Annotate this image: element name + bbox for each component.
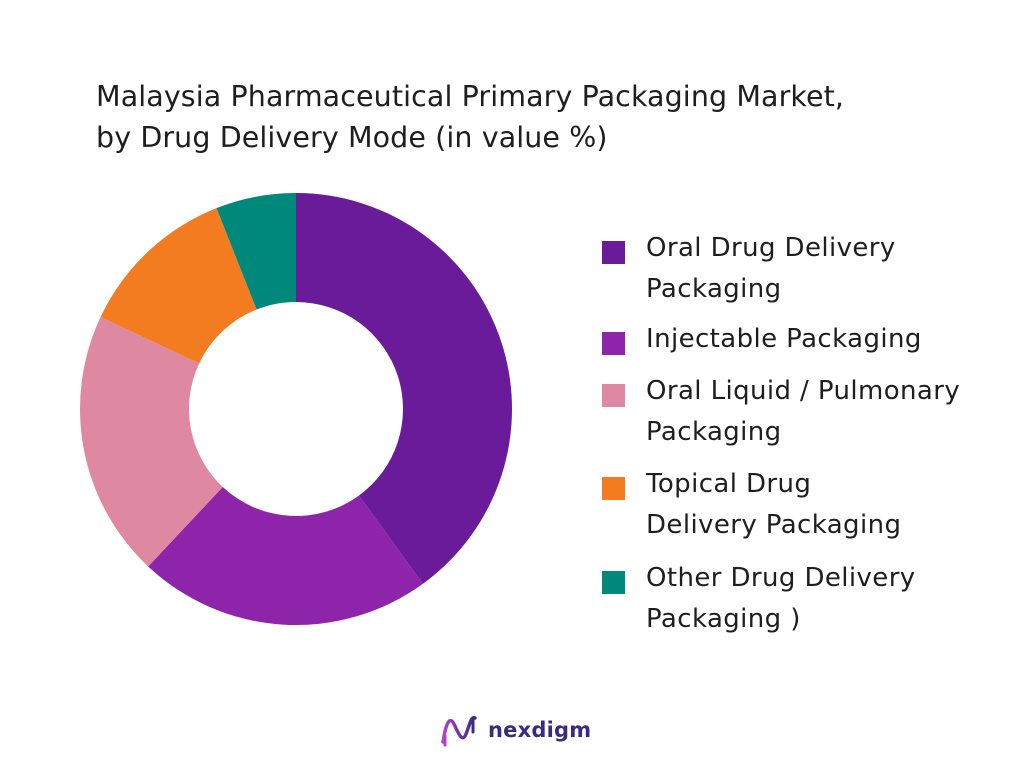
chart-title-line-1: Malaysia Pharmaceutical Primary Packagin… — [96, 80, 845, 113]
donut-slice-topical-drug-delivery-packaging — [100, 208, 257, 364]
nexdigm-logo-text: nexdigm — [488, 718, 592, 742]
legend-swatch-other — [602, 571, 625, 594]
legend-swatch-oral-drug-delivery — [602, 241, 625, 264]
legend-item-topical: Topical Drug Delivery Packaging — [602, 464, 1012, 546]
legend-item-other: Other Drug Delivery Packaging ) — [602, 558, 1012, 640]
donut-slice-oral-drug-delivery-packaging — [296, 193, 513, 584]
donut-slice-other-drug-delivery-packaging — [216, 193, 296, 310]
legend-label-line: Oral Liquid / Pulmonary — [646, 376, 961, 406]
legend-label-line: Other Drug Delivery — [646, 563, 916, 593]
legend-label-line: Oral Drug Delivery — [646, 233, 896, 263]
legend-label-topical: Topical Drug Delivery Packaging — [646, 464, 901, 546]
donut-slice-oral-liquid-pulmonary-packaging — [80, 317, 223, 567]
nexdigm-logo: nexdigm — [440, 708, 591, 752]
legend-swatch-oral-liquid-pulmonary — [602, 384, 625, 407]
legend-label-line: Topical Drug — [646, 469, 812, 499]
legend-label-oral-drug-delivery: Oral Drug Delivery Packaging — [646, 228, 896, 310]
legend-label-other: Other Drug Delivery Packaging ) — [646, 558, 916, 640]
legend-label-injectable: Injectable Packaging — [646, 319, 922, 360]
legend-item-injectable: Injectable Packaging — [602, 319, 1012, 360]
chart-title: Malaysia Pharmaceutical Primary Packagin… — [96, 76, 996, 158]
legend-label-line: Packaging — [646, 274, 782, 304]
legend-swatch-topical — [602, 477, 625, 500]
legend-item-oral-drug-delivery: Oral Drug Delivery Packaging — [602, 228, 1012, 310]
legend-label-line: Packaging ) — [646, 604, 801, 634]
legend-label-line: Packaging — [646, 417, 782, 447]
legend-label-oral-liquid-pulmonary: Oral Liquid / Pulmonary Packaging — [646, 371, 960, 453]
legend-label-line: Injectable Packaging — [646, 324, 922, 354]
donut-slice-injectable-packaging — [148, 486, 423, 625]
legend-label-line: Delivery Packaging — [646, 510, 902, 540]
chart-title-line-2: by Drug Delivery Mode (in value %) — [96, 121, 608, 154]
legend-item-oral-liquid-pulmonary: Oral Liquid / Pulmonary Packaging — [602, 371, 1012, 453]
legend-swatch-injectable — [602, 332, 625, 355]
nexdigm-logo-icon — [441, 716, 477, 747]
